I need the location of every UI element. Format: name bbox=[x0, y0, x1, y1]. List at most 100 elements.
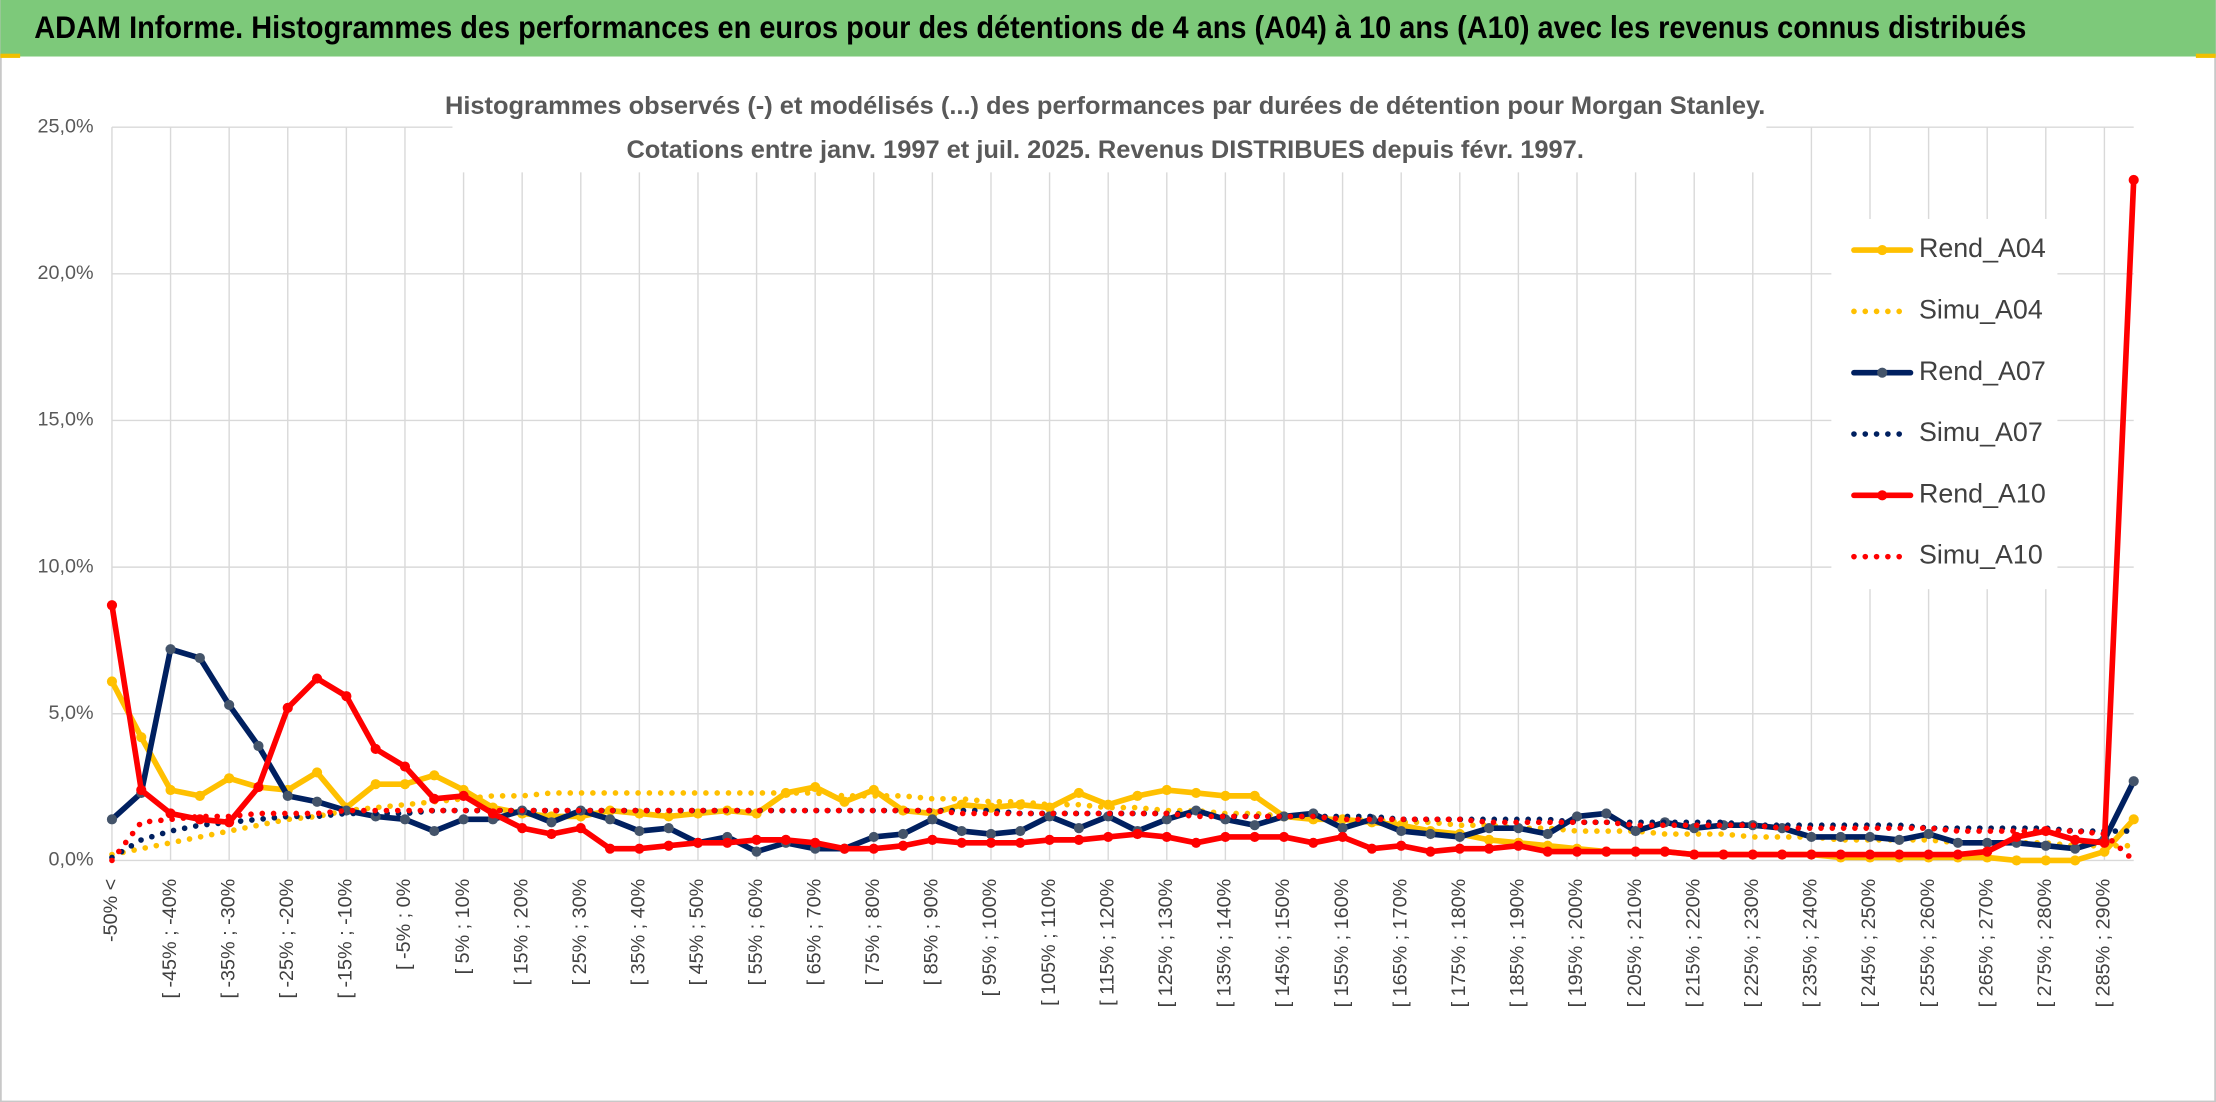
data-point bbox=[106, 814, 118, 825]
title-backdrop bbox=[452, 87, 1767, 173]
data-point bbox=[2070, 843, 2081, 854]
observed-line bbox=[109, 646, 2137, 855]
data-point bbox=[311, 796, 323, 807]
data-point bbox=[1044, 834, 1055, 845]
data-point bbox=[2128, 174, 2139, 186]
x-tick-label: [ 205% ; 210% bbox=[1624, 879, 1646, 1008]
data-point bbox=[282, 702, 293, 713]
y-tick-label: 10,0% bbox=[38, 555, 94, 577]
data-point bbox=[985, 837, 997, 848]
x-tick-label: [ 55% ; 60% bbox=[745, 879, 767, 986]
data-point bbox=[839, 796, 850, 807]
data-point bbox=[2070, 855, 2081, 866]
data-point bbox=[1161, 784, 1172, 796]
data-point bbox=[1484, 834, 1495, 845]
x-tick-label: [ 165% ; 170% bbox=[1389, 879, 1411, 1008]
data-point bbox=[1952, 849, 1963, 860]
legend-label: Rend_A07 bbox=[1919, 356, 2046, 386]
data-point bbox=[1747, 849, 1758, 860]
data-point bbox=[2011, 855, 2022, 866]
data-point bbox=[927, 834, 938, 845]
y-tick-label: 15,0% bbox=[38, 409, 94, 431]
data-point bbox=[2099, 837, 2110, 848]
data-point bbox=[458, 790, 469, 801]
data-point bbox=[985, 828, 997, 840]
data-point bbox=[1249, 790, 1260, 801]
data-point bbox=[722, 837, 733, 848]
data-point bbox=[1425, 846, 1436, 857]
x-tick-label: [ 285% ; 290% bbox=[2093, 879, 2115, 1008]
data-point bbox=[1132, 828, 1143, 840]
data-point bbox=[1337, 823, 1348, 834]
data-point bbox=[165, 784, 176, 796]
data-point bbox=[1571, 811, 1583, 822]
data-point bbox=[1396, 825, 1407, 837]
data-point bbox=[1777, 823, 1788, 834]
data-point bbox=[1396, 840, 1407, 851]
data-point bbox=[751, 834, 762, 845]
data-point bbox=[1923, 828, 1934, 840]
model-line bbox=[109, 807, 2137, 864]
data-point bbox=[1542, 846, 1553, 857]
data-point bbox=[1601, 808, 1612, 819]
y-tick-label: 20,0% bbox=[38, 262, 94, 284]
x-tick-label: [ 155% ; 160% bbox=[1331, 879, 1353, 1008]
data-point bbox=[311, 767, 323, 778]
data-point bbox=[1513, 840, 1524, 851]
data-point bbox=[517, 823, 528, 834]
y-tick-label: 5,0% bbox=[49, 702, 94, 724]
data-point bbox=[311, 673, 323, 684]
data-point bbox=[136, 784, 147, 796]
data-point bbox=[897, 828, 909, 840]
data-point bbox=[1425, 828, 1436, 840]
data-point bbox=[136, 732, 147, 743]
data-point bbox=[1454, 843, 1465, 854]
data-point bbox=[839, 843, 850, 854]
data-point bbox=[1806, 849, 1817, 860]
data-point bbox=[1366, 843, 1377, 854]
data-point bbox=[1864, 849, 1876, 860]
data-point bbox=[1454, 831, 1465, 843]
chart-subtitle: Cotations entre janv. 1997 et juil. 2025… bbox=[626, 136, 1583, 164]
chart-title: Histogrammes observés (-) et modélisés (… bbox=[445, 92, 1765, 120]
data-point bbox=[546, 817, 557, 828]
data-point bbox=[1835, 849, 1846, 860]
data-point bbox=[399, 761, 411, 772]
legend-label: Simu_A07 bbox=[1919, 417, 2043, 447]
data-point bbox=[429, 770, 440, 781]
data-point bbox=[1308, 837, 1319, 848]
data-point bbox=[106, 600, 118, 611]
legend-label: Simu_A04 bbox=[1919, 294, 2043, 324]
data-point bbox=[1571, 846, 1583, 857]
header-accent bbox=[0, 53, 21, 58]
data-point bbox=[1191, 787, 1202, 799]
legend-marker bbox=[1877, 490, 1888, 501]
data-point bbox=[868, 831, 879, 843]
x-tick-label: [ 145% ; 150% bbox=[1272, 879, 1294, 1008]
data-point bbox=[1191, 837, 1202, 848]
data-point bbox=[751, 846, 762, 857]
data-point bbox=[458, 814, 469, 825]
plot-area: 0,0% 5,0% 10,0% 15,0% 20,0% 25,0% -50% < [ -45%… bbox=[38, 115, 2139, 1007]
x-tick-label: [ 105% ; 110% bbox=[1038, 879, 1060, 1006]
x-tick-label: [ 45% ; 50% bbox=[686, 879, 708, 986]
data-point bbox=[253, 740, 264, 752]
data-point bbox=[370, 743, 381, 755]
data-point bbox=[399, 814, 411, 825]
data-point bbox=[663, 811, 674, 822]
data-point bbox=[2128, 814, 2139, 825]
data-point bbox=[194, 790, 205, 801]
x-tick-label: [ 95% ; 100% bbox=[979, 879, 1001, 997]
x-tick-label: [ 275% ; 280% bbox=[2034, 879, 2056, 1008]
header-bar bbox=[0, 0, 2216, 57]
data-point bbox=[224, 773, 235, 784]
data-point bbox=[165, 644, 176, 655]
data-point bbox=[1073, 834, 1084, 845]
x-tick-label: [ 125% ; 130% bbox=[1155, 879, 1177, 1008]
observed-line bbox=[109, 177, 2137, 858]
data-point bbox=[634, 843, 645, 854]
x-tick-label: [ 265% ; 270% bbox=[1975, 879, 1997, 1008]
header-accent bbox=[2195, 53, 2216, 58]
data-point bbox=[2128, 776, 2139, 787]
